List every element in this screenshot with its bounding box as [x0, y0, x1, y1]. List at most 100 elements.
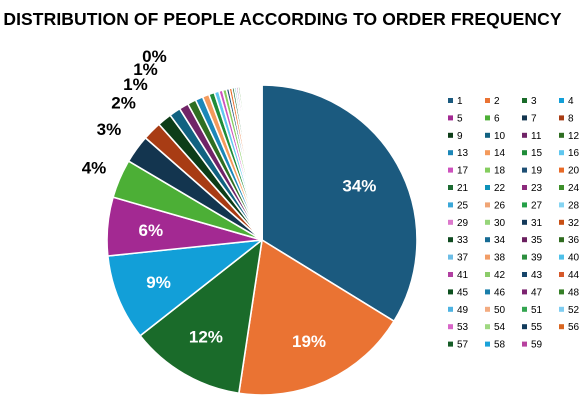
legend-swatch-47: [522, 289, 527, 295]
legend-item-2: 2: [485, 96, 500, 107]
legend-item-8: 8: [559, 113, 574, 124]
legend-swatch-3: [522, 98, 527, 103]
legend-label-18: 18: [494, 166, 506, 177]
legend-label-22: 22: [494, 183, 506, 194]
legend-item-34: 34: [485, 235, 506, 246]
legend-item-45: 45: [448, 287, 469, 298]
legend-item-47: 47: [522, 287, 543, 298]
data-label-2: 19%: [292, 332, 326, 351]
legend-item-42: 42: [485, 270, 506, 281]
legend-swatch-6: [485, 115, 490, 121]
legend-label-11: 11: [531, 131, 542, 142]
legend-label-43: 43: [531, 270, 543, 281]
legend-item-28: 28: [559, 200, 580, 211]
legend-swatch-16: [559, 150, 564, 156]
legend-item-29: 29: [448, 218, 469, 229]
legend-item-24: 24: [559, 183, 580, 194]
legend-label-14: 14: [494, 148, 506, 159]
legend-item-59: 59: [522, 340, 543, 351]
legend-label-6: 6: [494, 113, 500, 124]
legend-label-35: 35: [531, 235, 543, 246]
legend-swatch-5: [448, 115, 453, 121]
legend-label-13: 13: [457, 148, 469, 159]
legend-label-54: 54: [494, 322, 506, 333]
legend-item-4: 4: [559, 96, 574, 107]
legend-swatch-50: [485, 306, 490, 312]
legend-swatch-21: [448, 185, 453, 190]
chart-title: DISTRIBUTION OF PEOPLE ACCORDING TO ORDE…: [3, 9, 562, 29]
legend-label-41: 41: [457, 270, 469, 281]
legend-label-30: 30: [494, 218, 506, 229]
legend-label-23: 23: [531, 183, 543, 194]
legend-swatch-20: [559, 167, 564, 173]
legend-label-3: 3: [531, 96, 537, 107]
legend-label-59: 59: [531, 340, 543, 351]
legend-item-23: 23: [522, 183, 543, 194]
data-label-1: 34%: [342, 177, 376, 196]
legend-swatch-37: [448, 254, 453, 260]
legend-label-10: 10: [494, 131, 506, 142]
legend-swatch-22: [485, 185, 490, 190]
legend-swatch-55: [522, 324, 527, 330]
legend-item-53: 53: [448, 322, 469, 333]
legend-label-19: 19: [531, 166, 543, 177]
legend-label-47: 47: [531, 287, 543, 298]
legend-label-56: 56: [568, 322, 580, 333]
legend-label-40: 40: [568, 253, 580, 264]
legend-swatch-41: [448, 272, 453, 277]
legend-label-24: 24: [568, 183, 580, 194]
legend-label-34: 34: [494, 235, 506, 246]
legend-label-15: 15: [531, 148, 543, 159]
data-label-4: 9%: [146, 273, 171, 292]
legend-item-43: 43: [522, 270, 543, 281]
legend-item-27: 27: [522, 200, 543, 211]
legend-label-57: 57: [457, 340, 469, 351]
legend-swatch-28: [559, 202, 564, 208]
legend-item-57: 57: [448, 340, 469, 351]
legend-label-36: 36: [568, 235, 580, 246]
data-label-6: 4%: [82, 159, 107, 178]
legend-swatch-10: [485, 132, 490, 138]
legend-label-29: 29: [457, 218, 469, 229]
data-label-5: 6%: [139, 221, 164, 240]
legend-label-26: 26: [494, 200, 506, 211]
legend-item-30: 30: [485, 218, 506, 229]
legend-swatch-15: [522, 150, 527, 156]
legend-label-8: 8: [568, 113, 574, 124]
legend-label-49: 49: [457, 305, 469, 316]
legend-label-27: 27: [531, 200, 543, 211]
legend-swatch-29: [448, 219, 453, 225]
legend-swatch-12: [559, 132, 564, 138]
legend-swatch-19: [522, 167, 527, 173]
legend-swatch-39: [522, 254, 527, 260]
legend-swatch-45: [448, 289, 453, 295]
pie-slice-3: [139, 239, 263, 395]
legend-item-54: 54: [485, 322, 506, 333]
legend-swatch-43: [522, 272, 527, 277]
legend-item-14: 14: [485, 148, 506, 159]
legend-swatch-31: [522, 219, 527, 225]
legend-swatch-35: [522, 237, 527, 243]
legend-swatch-26: [485, 202, 490, 208]
legend-item-51: 51: [522, 305, 543, 316]
legend-swatch-27: [522, 202, 527, 208]
legend-label-20: 20: [568, 166, 580, 177]
legend-swatch-42: [485, 272, 490, 277]
legend-swatch-25: [448, 202, 453, 208]
legend-swatch-7: [522, 115, 527, 121]
legend-label-12: 12: [568, 131, 580, 142]
legend-swatch-40: [559, 254, 564, 260]
pie-slice-2: [238, 239, 395, 396]
legend-swatch-13: [448, 150, 453, 156]
legend-item-3: 3: [522, 96, 537, 107]
legend-item-50: 50: [485, 305, 506, 316]
legend-item-49: 49: [448, 305, 469, 316]
legend-label-2: 2: [494, 96, 500, 107]
legend-swatch-54: [485, 324, 490, 330]
legend-swatch-2: [485, 98, 490, 103]
legend-item-31: 31: [522, 218, 543, 229]
legend-label-46: 46: [494, 287, 506, 298]
legend-swatch-30: [485, 219, 490, 225]
legend-swatch-4: [559, 98, 564, 103]
